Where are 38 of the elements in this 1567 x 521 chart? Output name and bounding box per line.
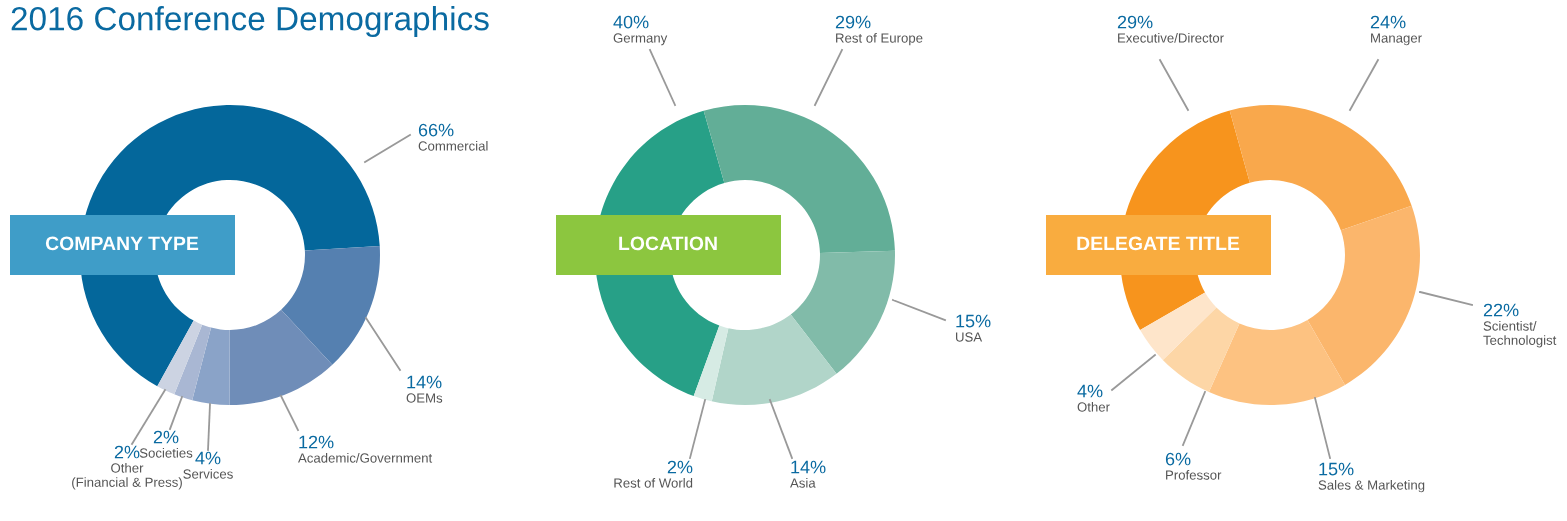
data-label: 24% xyxy=(1370,15,1406,29)
slice-label: Rest of World xyxy=(614,478,693,488)
data-label: 6% xyxy=(1165,452,1191,466)
data-label: 14% xyxy=(791,460,826,474)
slice-label: Germany xyxy=(613,33,668,46)
data-label: 2% xyxy=(153,430,179,444)
slice-label: Services xyxy=(183,469,233,479)
slice-label: Asia xyxy=(790,478,816,488)
slice-label: Societies xyxy=(139,448,193,458)
slice-label: Manager xyxy=(1371,33,1422,46)
data-label: 15% xyxy=(1319,462,1354,476)
data-label: 40% xyxy=(613,15,649,29)
data-label: 4% xyxy=(195,451,221,465)
data-label: 2% xyxy=(114,445,140,459)
slice-label: Scientist/ Technologist xyxy=(1483,321,1557,348)
text: LOCATION xyxy=(619,236,717,251)
chart-title: 2016 Conference Demographics xyxy=(11,6,489,38)
slice-label: Rest of Europe xyxy=(836,33,923,46)
data-label: 29% xyxy=(1117,15,1153,29)
slice-label: Other (Financial & Press) xyxy=(72,463,182,490)
data-label: 29% xyxy=(835,15,871,29)
data-label: 14% xyxy=(407,375,442,389)
data-label: 66% xyxy=(418,123,454,137)
slice-label: Commercial xyxy=(418,141,488,151)
slice-label: Executive/Director xyxy=(1118,33,1224,43)
text: COMPANY TYPE xyxy=(45,236,199,251)
slice-label: Sales & Marketing xyxy=(1318,480,1425,493)
data-label: 4% xyxy=(1077,384,1103,398)
data-label: 12% xyxy=(299,435,334,449)
slice-label: OEMs xyxy=(406,393,443,403)
data-label: 22% xyxy=(1483,303,1519,317)
text: DELEGATE TITLE xyxy=(1077,236,1240,251)
slice-label: Academic/Government xyxy=(298,453,433,463)
data-label: 2% xyxy=(667,460,693,474)
slice-label: Professor xyxy=(1166,470,1222,480)
data-label: 15% xyxy=(956,314,991,328)
slice-label: USA xyxy=(956,332,983,342)
slice-label: Other xyxy=(1077,402,1110,412)
